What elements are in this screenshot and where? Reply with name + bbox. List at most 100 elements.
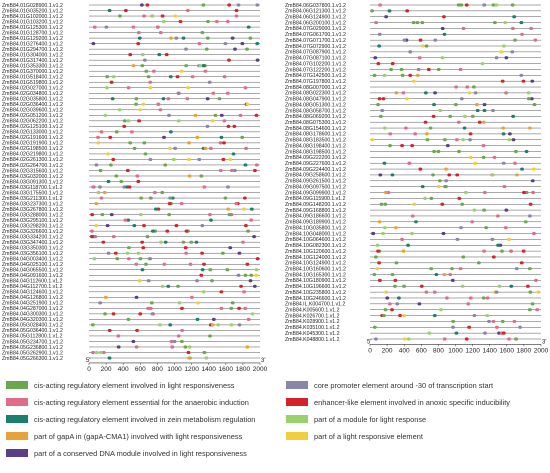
cis-element-marker [434, 272, 439, 277]
gene-row: ZmB84.04G003400.1.v1.2 [2, 257, 260, 263]
cis-element-marker [467, 325, 472, 329]
cis-element-marker [115, 257, 120, 261]
cis-element-marker [171, 157, 176, 162]
cis-element-marker [210, 119, 215, 123]
gene-label: ZmB84.07G122200.1.v1.2 [285, 67, 346, 73]
cis-element-marker [530, 302, 535, 306]
cis-element-marker [459, 226, 463, 230]
legend-item-anaerobic: cis-acting regulatory element essential … [6, 395, 249, 409]
cis-element-marker [406, 243, 410, 247]
cis-element-marker [148, 257, 153, 261]
gene-label: ZmB84.09G227600.1.v1.2 [285, 161, 346, 167]
cis-element-marker [394, 261, 399, 265]
cis-element-marker [222, 119, 227, 123]
cis-element-marker [207, 80, 212, 84]
cis-element-marker [424, 290, 429, 294]
gene-label: ZmB84.07G087100.1.v1.2 [285, 56, 346, 62]
cis-element-marker [186, 350, 191, 355]
gene-row: ZmB84.07G029000.1.v1.2 [285, 26, 541, 32]
gene-label: ZmB84.03G295100.1.v1.2 [2, 218, 63, 224]
cis-element-marker [252, 284, 257, 288]
gene-label: ZmB84.03G356100.1.v1.2 [2, 251, 63, 257]
gene-row: ZmB84.06G121300.1.v1.2 [285, 9, 541, 15]
cis-element-marker [531, 167, 536, 171]
cis-element-marker [158, 323, 162, 327]
gene-label: ZmB84.03G118700.1.v1.2 [2, 185, 63, 191]
cis-element-marker [431, 173, 435, 177]
cis-element-marker [532, 103, 537, 107]
gene-row: ZmB84.10G180900.1.v1.2 [285, 278, 541, 284]
cis-element-marker [226, 185, 230, 189]
gene-label: ZmB84.05G234700.1.v1.2 [2, 339, 63, 345]
gene-row: ZmB84.03G211300.1.v1.2 [2, 196, 260, 202]
gene-label: ZmB84.07G072900.1.v1.2 [285, 44, 346, 50]
cis-element-marker [140, 64, 145, 68]
gene-row: ZmB84.10G235800.1.v1.2 [285, 290, 541, 296]
cis-element-marker [246, 229, 251, 233]
cis-element-marker [162, 135, 166, 139]
gene-row: ZmB84.K045300.1.v1.2 [285, 331, 541, 337]
gene-label: ZmB84.08G178600.1.v1.2 [285, 132, 346, 138]
cis-element-marker [146, 75, 151, 79]
cis-element-marker [229, 306, 234, 310]
cis-element-marker [197, 42, 202, 46]
gene-label: ZmB84.01G035200.1.v1.2 [2, 8, 63, 14]
cis-element-marker [110, 97, 115, 101]
axis-tick-label: 1400 [201, 366, 216, 373]
cis-element-marker [170, 345, 175, 349]
cis-element-marker [99, 130, 104, 134]
gene-row: ZmB84.02G198500.1.v1.2 [2, 146, 260, 152]
gene-label: ZmB84.02G133000.1.v1.2 [2, 130, 63, 136]
gene-row: ZmB84.02G027000.1.v1.2 [2, 86, 260, 92]
cis-element-marker [108, 135, 113, 139]
gene-label: ZmB84.10G064600.1.v1.2 [285, 237, 346, 243]
cis-element-marker [106, 152, 110, 156]
cis-element-marker [411, 20, 416, 25]
cis-element-marker [429, 196, 434, 200]
cis-element-marker [174, 36, 179, 40]
cis-element-marker [482, 108, 487, 113]
cis-element-marker [160, 190, 165, 195]
cis-element-marker [494, 3, 499, 7]
cis-element-marker [242, 290, 246, 294]
cis-element-marker [91, 42, 96, 46]
cis-element-marker [443, 138, 447, 142]
cis-element-marker [168, 146, 172, 151]
cis-element-marker [459, 3, 464, 7]
gene-row: ZmB84.10G246600.1.v1.2 [285, 296, 541, 302]
axis-tick-label: 600 [135, 366, 146, 373]
gene-row: ZmB84.03G288000.1.v1.2 [2, 212, 260, 218]
gene-label: ZmB84.10G246600.1.v1.2 [285, 296, 346, 302]
cis-element-marker [176, 119, 181, 123]
cis-element-marker [487, 319, 491, 324]
cis-element-marker [160, 284, 165, 288]
gene-label: ZmB84.08G047900.1.v1.2 [285, 97, 346, 103]
cis-element-marker [519, 73, 524, 77]
gene-label: ZmB84.03G350300.1.v1.2 [2, 245, 63, 251]
cis-element-marker [496, 243, 500, 247]
cis-element-marker [218, 168, 223, 173]
cis-element-marker [105, 224, 110, 228]
cis-element-marker [460, 202, 465, 206]
cis-element-marker [377, 32, 382, 36]
cis-element-marker [229, 323, 234, 327]
gene-row: ZmB84.09G186600.1.v1.2 [285, 214, 541, 220]
gene-row: ZmB84.02G051200.1.v1.2 [2, 113, 260, 119]
cis-element-marker [476, 261, 481, 265]
cis-element-marker [107, 356, 112, 360]
cis-element-marker [223, 196, 228, 200]
cis-element-marker [468, 132, 473, 136]
gene-label: ZmB84.07G142500.1.v1.2 [285, 73, 346, 79]
gene-row: ZmB84.01G317400.1.v1.2 [2, 58, 260, 64]
cis-element-marker [123, 8, 128, 13]
cis-element-marker [126, 218, 131, 222]
gene-label: ZmB84.08G198500.1.v1.2 [285, 149, 346, 155]
cis-element-marker [512, 319, 517, 324]
cis-element-marker [507, 237, 511, 241]
cis-element-marker [211, 317, 216, 321]
cis-element-marker [482, 3, 487, 7]
cis-element-marker [433, 38, 438, 42]
cis-element-marker [156, 102, 161, 106]
cis-element-marker [227, 3, 232, 7]
gene-label: ZmB84.09G224400.1.v1.2 [285, 167, 346, 173]
